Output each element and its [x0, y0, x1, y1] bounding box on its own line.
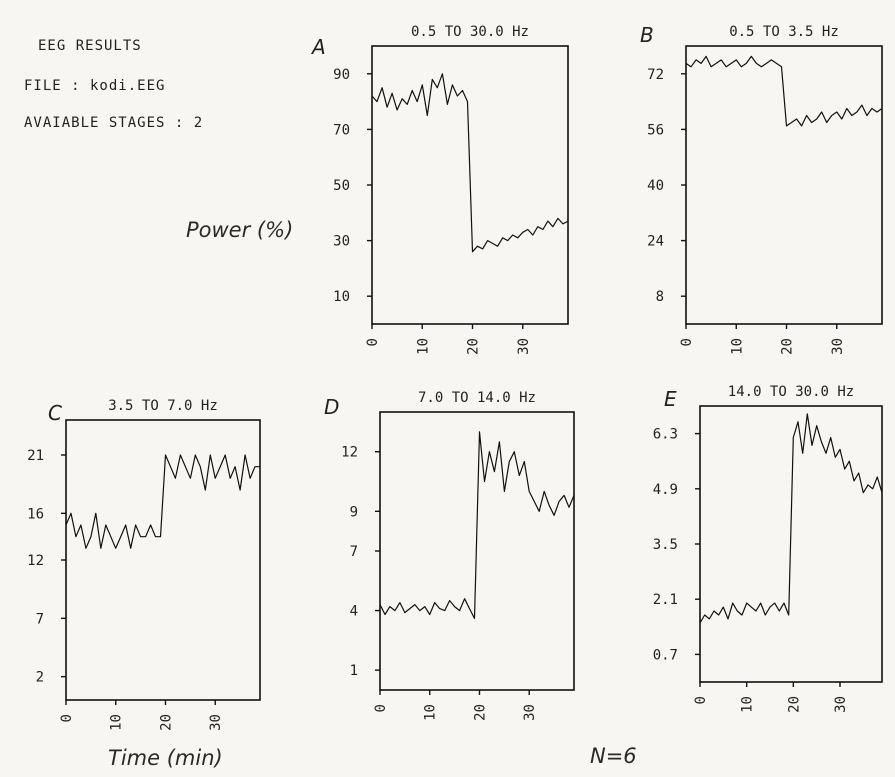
file-name: FILE : kodi.EEG — [24, 78, 166, 94]
report-title: EEG RESULTS — [38, 38, 142, 54]
panel-letter: A — [310, 35, 326, 59]
y-tick-label: 2 — [36, 670, 44, 686]
y-tick-label: 90 — [333, 67, 350, 83]
chart-title: 0.5 TO 30.0 Hz — [411, 24, 529, 40]
y-tick-label: 4 — [350, 604, 358, 620]
x-tick-label: 10 — [109, 714, 125, 731]
plot-frame — [685, 45, 883, 325]
y-tick-label: 30 — [333, 234, 350, 250]
x-tick-label: 30 — [516, 338, 532, 355]
x-tick-label: 30 — [522, 704, 538, 721]
panel-b: B 0.5 TO 3.5 Hz 8 24 40 56 72 0 10 20 30 — [640, 23, 883, 355]
y-tick-label: 70 — [333, 122, 350, 138]
series-line — [699, 413, 883, 624]
panel-c: C 3.5 TO 7.0 Hz 2 7 12 16 21 0 10 20 30 — [27, 398, 261, 731]
y-tick-label: 12 — [27, 553, 44, 569]
x-tick-label: 0 — [59, 714, 75, 722]
panel-a: A 0.5 TO 30.0 Hz 10 30 50 70 90 0 10 20 30 — [310, 24, 569, 355]
panel-d: D 7.0 TO 14.0 Hz 1 4 7 9 12 0 10 20 30 — [324, 390, 575, 721]
y-tick-label: 50 — [333, 178, 350, 194]
chart-title: 7.0 TO 14.0 Hz — [418, 390, 536, 406]
y-tick-label: 16 — [27, 506, 44, 522]
y-tick-label: 3.5 — [653, 537, 678, 553]
y-tick-label: 2.1 — [653, 592, 678, 608]
x-tick-label: 10 — [729, 338, 745, 355]
panel-letter: D — [324, 395, 339, 419]
y-tick-label: 8 — [656, 289, 664, 305]
x-tick-label: 30 — [208, 714, 224, 731]
series-line — [65, 454, 260, 549]
x-tick-label: 20 — [472, 704, 488, 721]
series-line — [379, 431, 575, 620]
y-tick-label: 0.7 — [653, 647, 678, 663]
y-tick-label: 9 — [350, 504, 358, 520]
y-tick-label: 72 — [647, 67, 664, 83]
sample-size-label: N=6 — [590, 744, 637, 768]
x-tick-label: 20 — [158, 714, 174, 731]
x-tick-label: 0 — [373, 704, 389, 712]
x-tick-label: 10 — [423, 704, 439, 721]
x-tick-label: 20 — [466, 338, 482, 355]
plot-frame — [65, 419, 261, 701]
available-stages: AVAIABLE STAGES : 2 — [24, 115, 204, 131]
y-tick-label: 12 — [341, 445, 358, 461]
x-tick-label: 20 — [786, 696, 802, 713]
series-line — [371, 73, 569, 253]
plot-frame — [379, 411, 575, 691]
panel-letter: C — [48, 401, 62, 425]
x-tick-label: 30 — [833, 696, 849, 713]
y-tick-label: 40 — [647, 178, 664, 194]
y-tick-label: 21 — [27, 448, 44, 464]
panel-letter: B — [640, 23, 654, 47]
y-tick-label: 7 — [36, 611, 44, 627]
x-tick-label: 0 — [365, 338, 381, 346]
x-tick-label: 0 — [679, 338, 695, 346]
y-tick-label: 6.3 — [653, 427, 678, 443]
x-tick-label: 0 — [693, 696, 709, 704]
x-tick-label: 30 — [830, 338, 846, 355]
y-tick-label: 7 — [350, 544, 358, 560]
chart-title: 3.5 TO 7.0 Hz — [108, 398, 218, 414]
x-tick-label: 10 — [415, 338, 431, 355]
chart-title: 14.0 TO 30.0 Hz — [728, 384, 854, 400]
chart-title: 0.5 TO 3.5 Hz — [729, 24, 839, 40]
panel-letter: E — [664, 387, 677, 411]
y-tick-label: 24 — [647, 234, 664, 250]
power-axis-label: Power (%) — [186, 218, 294, 242]
panel-e: E 14.0 TO 30.0 Hz 0.7 2.1 3.5 4.9 6.3 0 10 20 30 — [653, 384, 883, 713]
x-tick-label: 20 — [780, 338, 796, 355]
x-tick-label: 10 — [740, 696, 756, 713]
y-tick-label: 56 — [647, 122, 664, 138]
y-tick-label: 10 — [333, 289, 350, 305]
y-tick-label: 4.9 — [653, 482, 678, 498]
y-tick-label: 1 — [350, 663, 358, 679]
series-line — [685, 55, 883, 127]
time-axis-label: Time (min) — [108, 746, 223, 770]
